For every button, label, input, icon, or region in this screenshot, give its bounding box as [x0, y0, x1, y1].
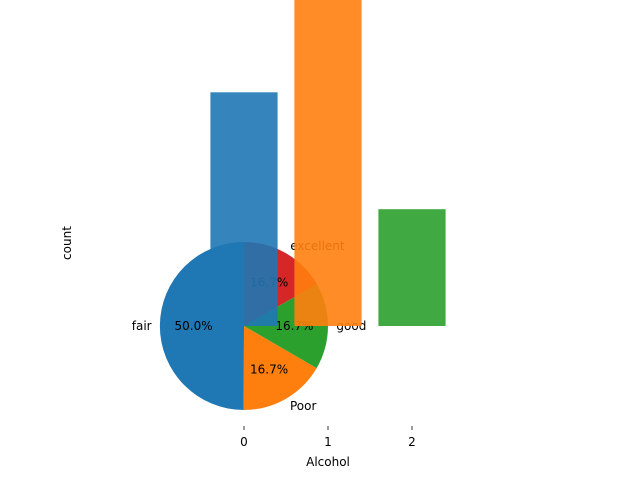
bar-1: [294, 0, 362, 326]
pie-label-fair: fair: [132, 319, 152, 333]
x-axis: 0 1 2: [240, 426, 416, 449]
bar-0: [210, 92, 278, 326]
pie-pct-poor: 16.7%: [250, 363, 288, 377]
y-axis-label: count: [60, 226, 74, 260]
x-tick-label: 1: [324, 435, 332, 449]
bar-2: [378, 209, 446, 326]
x-tick-label: 0: [240, 435, 248, 449]
pie-pct-fair: 50.0%: [175, 319, 213, 333]
x-axis-label: Alcohol: [306, 455, 350, 469]
bar-chart: [210, 0, 446, 326]
x-tick-label: 2: [408, 435, 416, 449]
pie-slice-poor: [243, 326, 317, 411]
pie-label-poor: Poor: [290, 399, 316, 413]
